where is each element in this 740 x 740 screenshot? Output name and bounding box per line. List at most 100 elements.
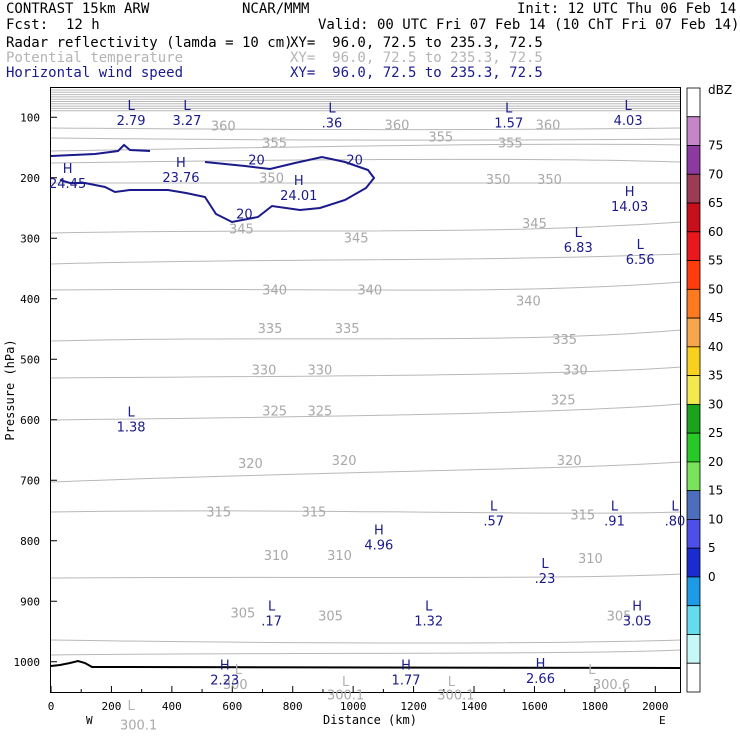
theta-contour-label: 330 [308,363,333,378]
theta-contour-label: 320 [557,454,582,469]
wind-extremum-value: 1.38 [117,421,146,436]
colorbar-segment [686,662,701,693]
theta-extremum-marker: L [588,663,596,678]
y-tick-label: 800 [20,535,40,548]
wind-extremum-value: 3.27 [172,114,201,129]
theta-contour-label: 315 [570,509,595,524]
colorbar-level-label: 75 [708,139,723,153]
wind-contour-label: 20 [236,207,253,222]
wind-extremum-marker: L [127,99,135,114]
theta-contour-line [50,109,682,112]
colorbar-level-label: 70 [708,167,723,181]
theta-contour-line [50,253,682,265]
theta-contour-label: 310 [264,549,289,564]
y-tick-label: 700 [20,474,40,487]
theta-contour-label: 310 [327,549,352,564]
colorbar-segment [686,634,701,664]
colorbar-level-label: 40 [708,340,723,354]
theta-contour-label: 335 [335,322,360,337]
colorbar-segment [686,231,701,261]
wind-extremum-marker: L [268,599,276,614]
colorbar-segment [686,432,701,463]
wind-extremum-marker: L [611,500,619,515]
forecast-hour: 12 h [66,17,100,33]
theta-extremum-marker: L [235,663,243,678]
wind-extremum-value: 4.96 [364,539,393,554]
wind-extremum-value: 24.01 [280,189,317,204]
theta-contour-label: 330 [563,363,588,378]
theta-contour-label: 300.1 [327,688,364,703]
x-tick-label: 600 [222,700,242,713]
colorbar-unit: dBZ [708,83,732,97]
wind-extremum-marker: L [671,500,679,515]
theta-extremum-marker: L [448,675,456,690]
field-xy-wind: XY= 96.0, 72.5 to 235.3, 72.5 [290,65,543,81]
theta-contour-label: 300.6 [593,678,630,693]
y-tick-label: 300 [20,232,40,245]
theta-contour-line [50,329,682,342]
theta-contour-line [50,281,682,291]
colorbar-segment [686,202,701,233]
theta-contour-label: 350 [537,173,562,188]
field-xy-theta: XY= 96.0, 72.5 to 235.3, 72.5 [290,50,543,66]
theta-contour-label: 320 [332,454,357,469]
theta-contour-line [50,639,682,644]
theta-contour-label: 300 [223,678,248,693]
theta-extremum-marker: L [342,675,350,690]
colorbar-level-label: 45 [708,311,723,325]
theta-contour-label: 325 [308,405,333,420]
wind-extremum-marker: L [425,599,433,614]
wind-extremum-value: 6.83 [564,241,593,256]
colorbar-level-label: 55 [708,254,723,268]
theta-contour-line [50,89,682,91]
x-tick-label: 1000 [340,700,367,713]
theta-contour-label: 345 [522,217,547,232]
wind-extremum-value: 24.45 [49,177,86,192]
theta-contour-label: 305 [607,610,632,625]
x-tick-label: 400 [162,700,182,713]
theta-contour-line [50,158,682,164]
theta-contour-line [50,91,682,94]
wind-extremum-value: .36 [322,116,343,131]
theta-contour-label: 325 [262,405,287,420]
colorbar-level-label: 65 [708,196,723,210]
wind-extremum-value: 6.56 [626,253,655,268]
x-end-label-west: W [86,714,93,727]
wind-extremum-marker: L [575,226,583,241]
x-tick-label: 200 [101,700,121,713]
wind-extremum-marker: H [632,599,642,614]
theta-contour-line [50,103,682,105]
y-tick-label: 600 [20,414,40,427]
field-name-wind: Horizontal wind speed [6,65,184,81]
colorbar-level-label: 30 [708,397,723,411]
colorbar-level-label: 35 [708,369,723,383]
theta-contour-line [50,96,682,98]
theta-contour-line [50,461,682,483]
theta-contour-label: 340 [357,284,382,299]
theta-contour-label: 360 [211,120,236,135]
theta-contour-label: 345 [344,231,369,246]
wind-extremum-value: 23.76 [162,171,199,186]
theta-contour-label: 345 [229,222,254,237]
wind-extremum-marker: H [63,162,73,177]
field-xy-reflectivity: XY= 96.0, 72.5 to 235.3, 72.5 [290,35,543,51]
wind-extremum-marker: L [183,99,191,114]
institution-label: NCAR/MMM [242,1,310,17]
theta-contour-line [50,366,682,379]
header: CONTRAST 15km ARW NCAR/MMM Init: 12 UTC … [0,0,740,85]
x-tick-label: 2000 [642,700,669,713]
theta-contour-label: 310 [578,552,603,567]
wind-extremum-value: 14.03 [611,200,648,215]
theta-contour-line [50,510,682,514]
theta-contour-label: 340 [262,284,287,299]
colorbar-segment [686,519,701,549]
wind-extremum-marker: L [328,101,336,116]
model-title: CONTRAST 15km ARW [6,1,150,17]
x-tick-label: 0 [48,700,55,713]
theta-contour-label: 300.1 [437,688,474,703]
colorbar-level-label: 25 [708,426,723,440]
colorbar-segment [686,461,701,492]
forecast-label: Fcst: [6,17,49,33]
theta-contour-line [50,100,682,103]
